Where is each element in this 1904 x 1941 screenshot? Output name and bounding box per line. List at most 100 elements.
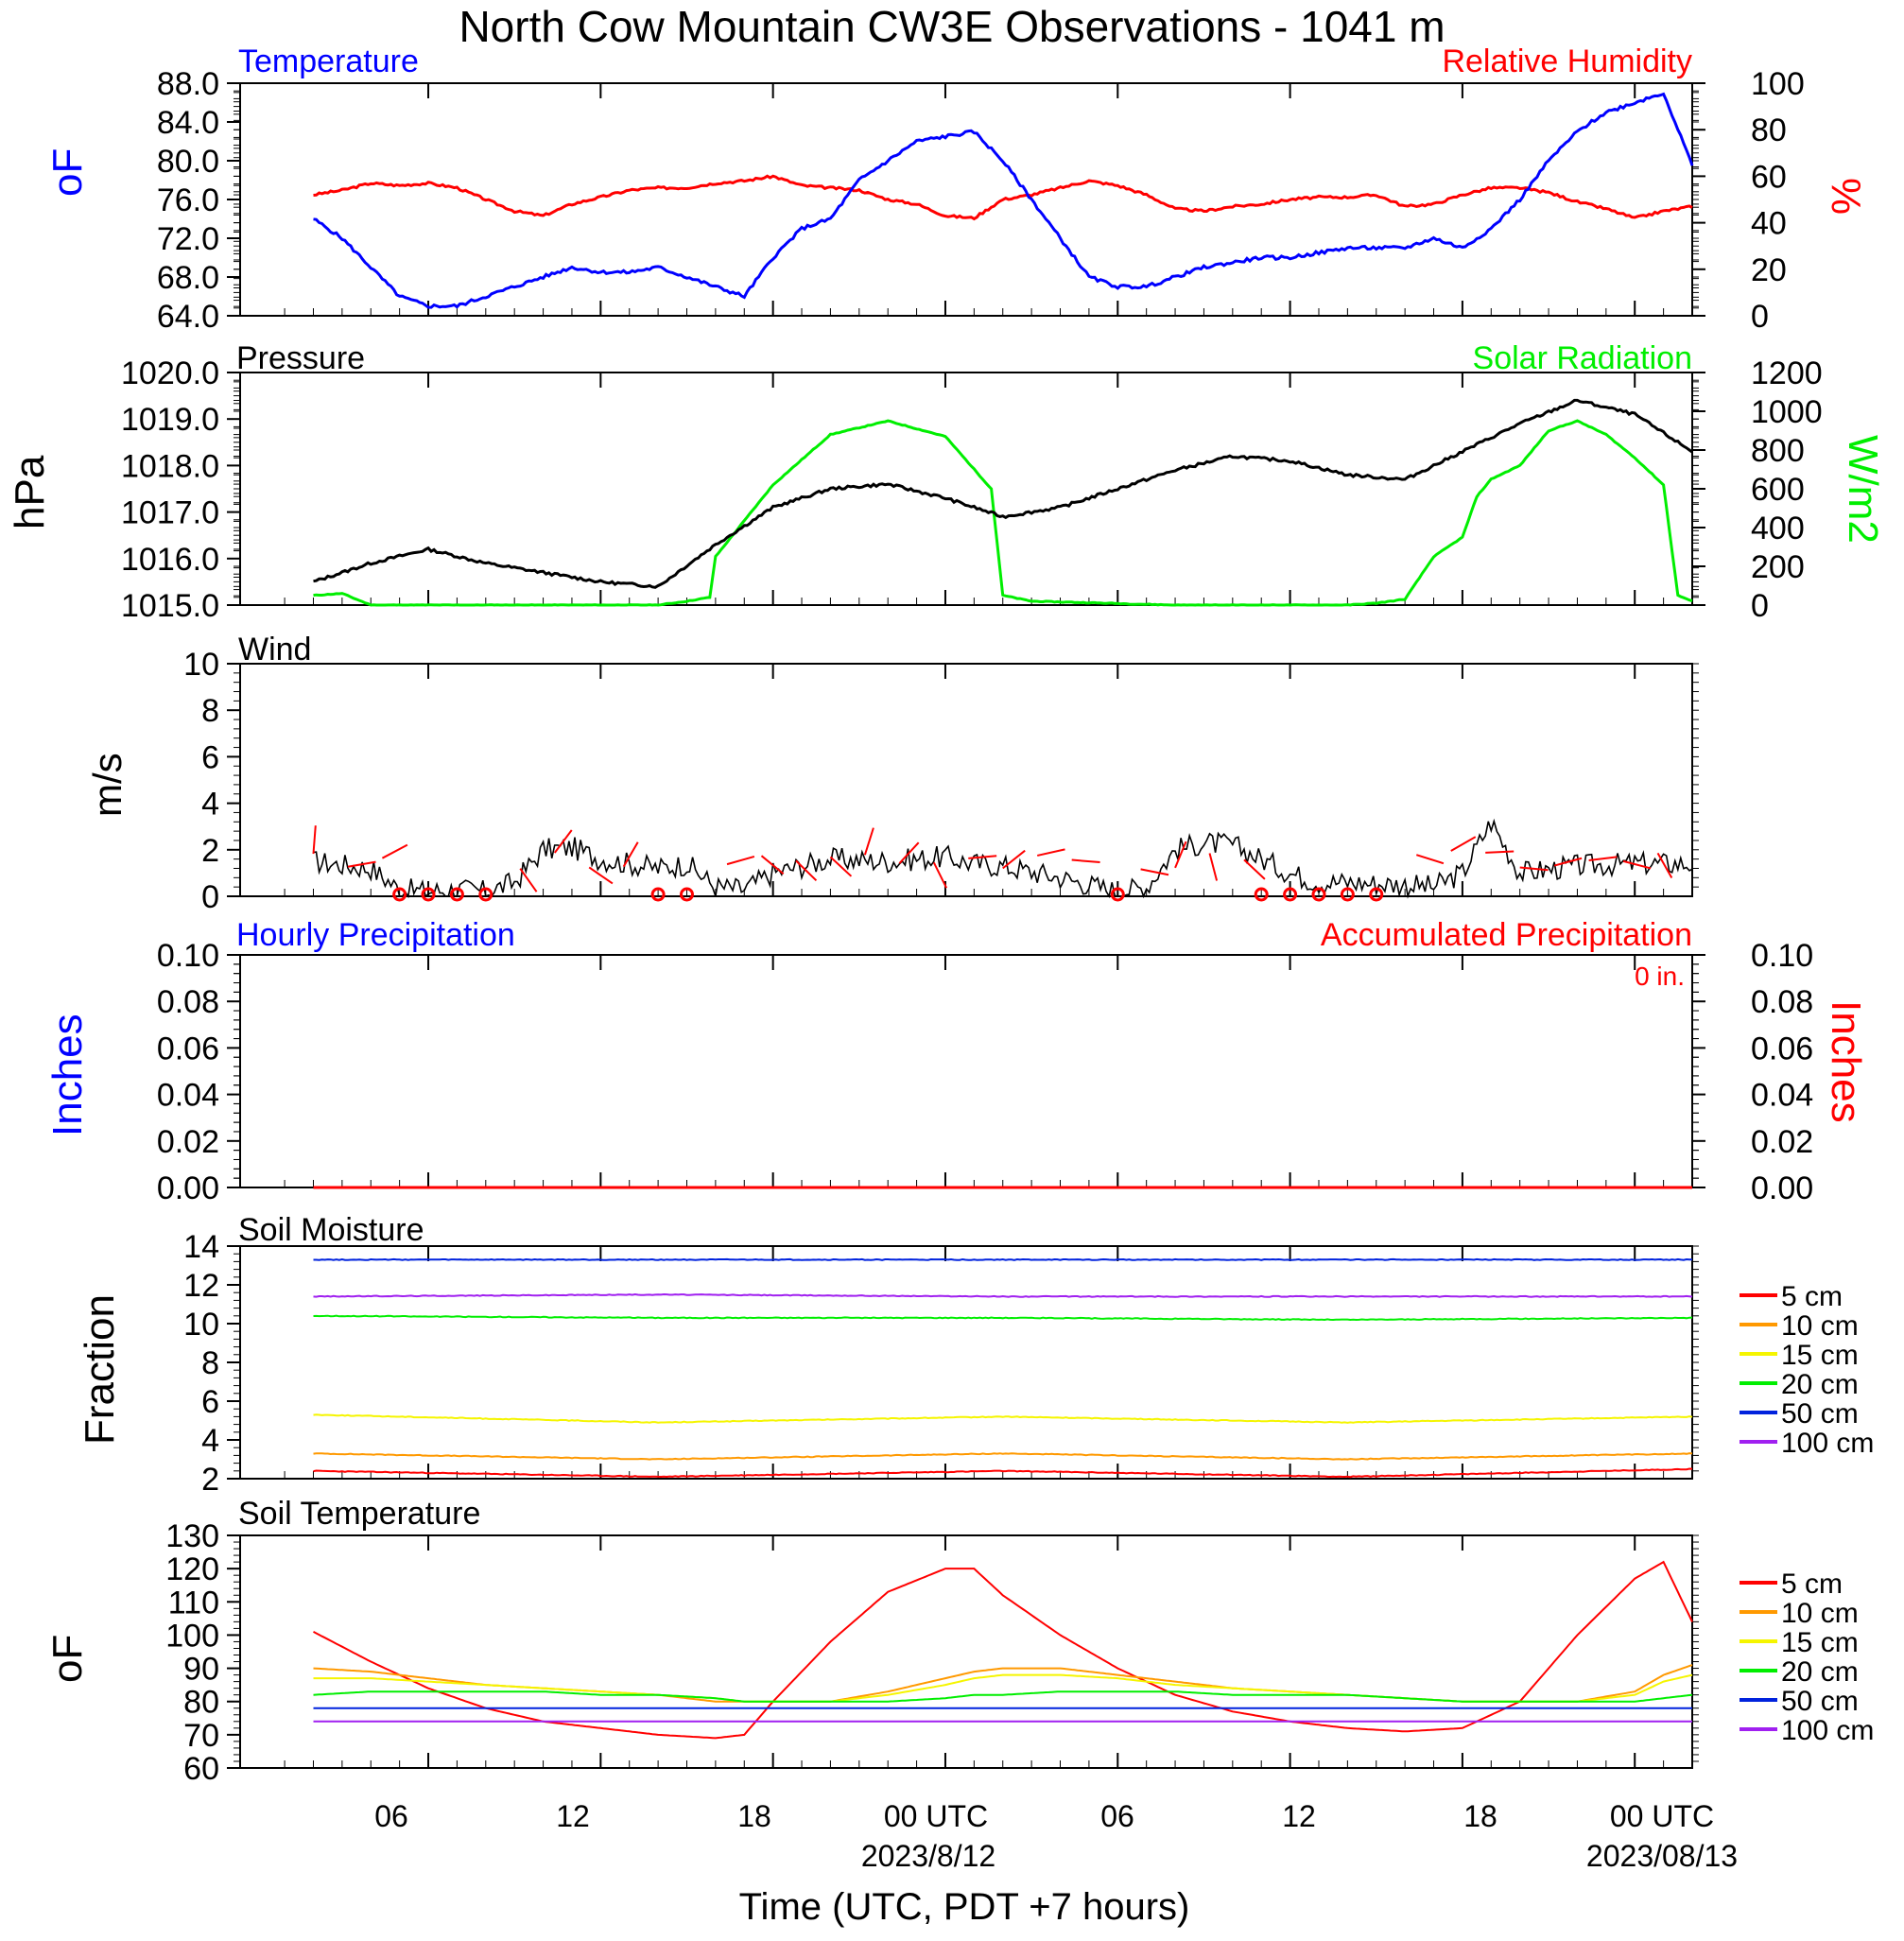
precip-left-y-tick-label: 0.04	[157, 1078, 219, 1114]
soil-moisture-y-tick-label: 8	[201, 1345, 219, 1381]
x-tick-label: 06	[374, 1799, 408, 1833]
wind-barb	[760, 855, 785, 875]
soil-temperature-y-tick-label: 90	[183, 1652, 219, 1688]
x-tick-label: 12	[556, 1799, 590, 1833]
soil-temperature-legend-label: 5 cm	[1781, 1568, 1843, 1600]
pressure-y-tick-label: 1016.0	[121, 542, 219, 578]
soil-moisture-y-tick-label: 12	[183, 1268, 219, 1304]
soil-temperature-y-tick-label: 70	[183, 1718, 219, 1754]
soil-temperature-panel	[239, 1534, 1693, 1769]
wind-barb	[1553, 857, 1583, 867]
humidity-y-tick-label: 40	[1751, 206, 1787, 242]
pressure-y-tick-label: 1017.0	[121, 495, 219, 531]
solar-y-tick-label: 800	[1751, 433, 1805, 469]
wind-barb	[1622, 859, 1652, 870]
solar-y-tick-label: 1000	[1751, 394, 1823, 430]
soil-moisture-y-tick-label: 6	[201, 1384, 219, 1420]
soil-moisture-line-15-cm	[313, 1413, 1693, 1424]
soil-moisture-y-tick-label: 10	[183, 1307, 219, 1343]
wind-barb	[1450, 836, 1477, 852]
temperature-line	[313, 92, 1694, 309]
wind-barb	[1174, 841, 1187, 869]
wind-barb	[312, 825, 317, 855]
wind-calm-marker	[421, 887, 436, 902]
soil-moisture-line-20-cm	[313, 1314, 1693, 1322]
wind-barb	[795, 859, 818, 882]
wind-barb	[1208, 853, 1219, 881]
solar-y-tick-label: 200	[1751, 549, 1805, 585]
precip-panel	[239, 954, 1693, 1188]
wind-calm-marker	[1283, 887, 1298, 902]
soil-temperature-legend-label: 10 cm	[1781, 1598, 1859, 1629]
temperature-y-tick-label: 84.0	[157, 105, 219, 141]
temperature-y-tick-label: 72.0	[157, 221, 219, 257]
humidity-y-tick-label: 80	[1751, 113, 1787, 148]
temperature-y-tick-label: 68.0	[157, 260, 219, 296]
wind-calm-marker	[1110, 887, 1125, 902]
wind-barb	[1140, 868, 1169, 876]
pressure-y-tick-label: 1020.0	[121, 355, 219, 391]
temperature-unit: oF	[44, 148, 91, 197]
temperature-title: Temperature	[238, 43, 419, 79]
wind-unit: m/s	[85, 753, 130, 817]
soil-moisture-title: Soil Moisture	[238, 1212, 424, 1248]
wind-barb	[1415, 854, 1445, 865]
x-tick-label: 18	[737, 1799, 771, 1833]
wind-calm-marker	[478, 887, 493, 902]
x-tick-label: 12	[1282, 1799, 1316, 1833]
pressure-y-tick-label: 1015.0	[121, 588, 219, 624]
wind-calm-marker	[392, 887, 407, 902]
temperature-panel	[239, 82, 1693, 317]
soil-moisture-line-50-cm	[313, 1257, 1693, 1261]
wind-y-tick-label: 8	[201, 693, 219, 729]
soil-temperature-legend-label: 50 cm	[1781, 1686, 1859, 1717]
wind-barb	[381, 843, 408, 859]
soil-moisture-line-5-cm	[313, 1467, 1693, 1479]
soil-temperature-line-10-cm	[313, 1664, 1693, 1703]
precip-right-y-tick-label: 0.08	[1751, 984, 1813, 1020]
temperature-y-tick-label: 64.0	[157, 299, 219, 335]
wind-calm-marker	[449, 887, 464, 902]
precip-right-unit: Inches	[1823, 1000, 1869, 1123]
x-date-label: 2023/08/13	[1586, 1839, 1738, 1873]
wind-calm-marker	[1311, 887, 1326, 902]
humidity-y-tick-label: 100	[1751, 66, 1805, 102]
wind-calm-marker	[1340, 887, 1355, 902]
solar-radiation-line	[313, 419, 1693, 607]
wind-y-tick-label: 6	[201, 739, 219, 775]
soil-moisture-legend-label: 20 cm	[1781, 1369, 1859, 1400]
accum-precip-title: Accumulated Precipitation	[1321, 917, 1692, 953]
precip-left-y-tick-label: 0.02	[157, 1124, 219, 1160]
soil-moisture-legend-label: 5 cm	[1781, 1281, 1843, 1312]
soil-temperature-legend-label: 100 cm	[1781, 1715, 1874, 1746]
soil-moisture-legend-label: 100 cm	[1781, 1428, 1874, 1459]
precip-left-unit: Inches	[44, 1014, 91, 1136]
wind-barb	[1071, 858, 1100, 864]
x-date-label: 2023/8/12	[861, 1839, 995, 1873]
chart-title: North Cow Mountain CW3E Observations - 1…	[459, 2, 1445, 51]
solar-y-tick-label: 1200	[1751, 355, 1823, 391]
wind-calm-marker	[1369, 887, 1384, 902]
soil-temperature-y-tick-label: 120	[165, 1551, 219, 1587]
precip-right-y-tick-label: 0.00	[1751, 1170, 1813, 1206]
wind-barb	[347, 860, 376, 868]
wind-title: Wind	[238, 632, 311, 667]
wind-barb	[726, 855, 755, 866]
soil-temperature-y-tick-label: 100	[165, 1618, 219, 1654]
wind-y-tick-label: 4	[201, 787, 219, 823]
x-tick-label: 00 UTC	[884, 1799, 988, 1833]
wind-calm-marker	[650, 887, 666, 902]
wind-y-tick-label: 2	[201, 833, 219, 869]
temperature-y-tick-label: 76.0	[157, 182, 219, 218]
wind-barb	[553, 829, 573, 854]
wind-barb	[829, 856, 853, 877]
soil-temperature-line-15-cm	[313, 1673, 1693, 1703]
precip-left-y-tick-label: 0.10	[157, 938, 219, 974]
wind-barb	[932, 861, 948, 889]
hourly-precip-title: Hourly Precipitation	[236, 917, 515, 953]
soil-moisture-panel	[239, 1245, 1693, 1480]
pressure-y-tick-label: 1019.0	[121, 402, 219, 438]
precip-right-y-tick-label: 0.10	[1751, 938, 1813, 974]
wind-barb	[898, 841, 920, 864]
